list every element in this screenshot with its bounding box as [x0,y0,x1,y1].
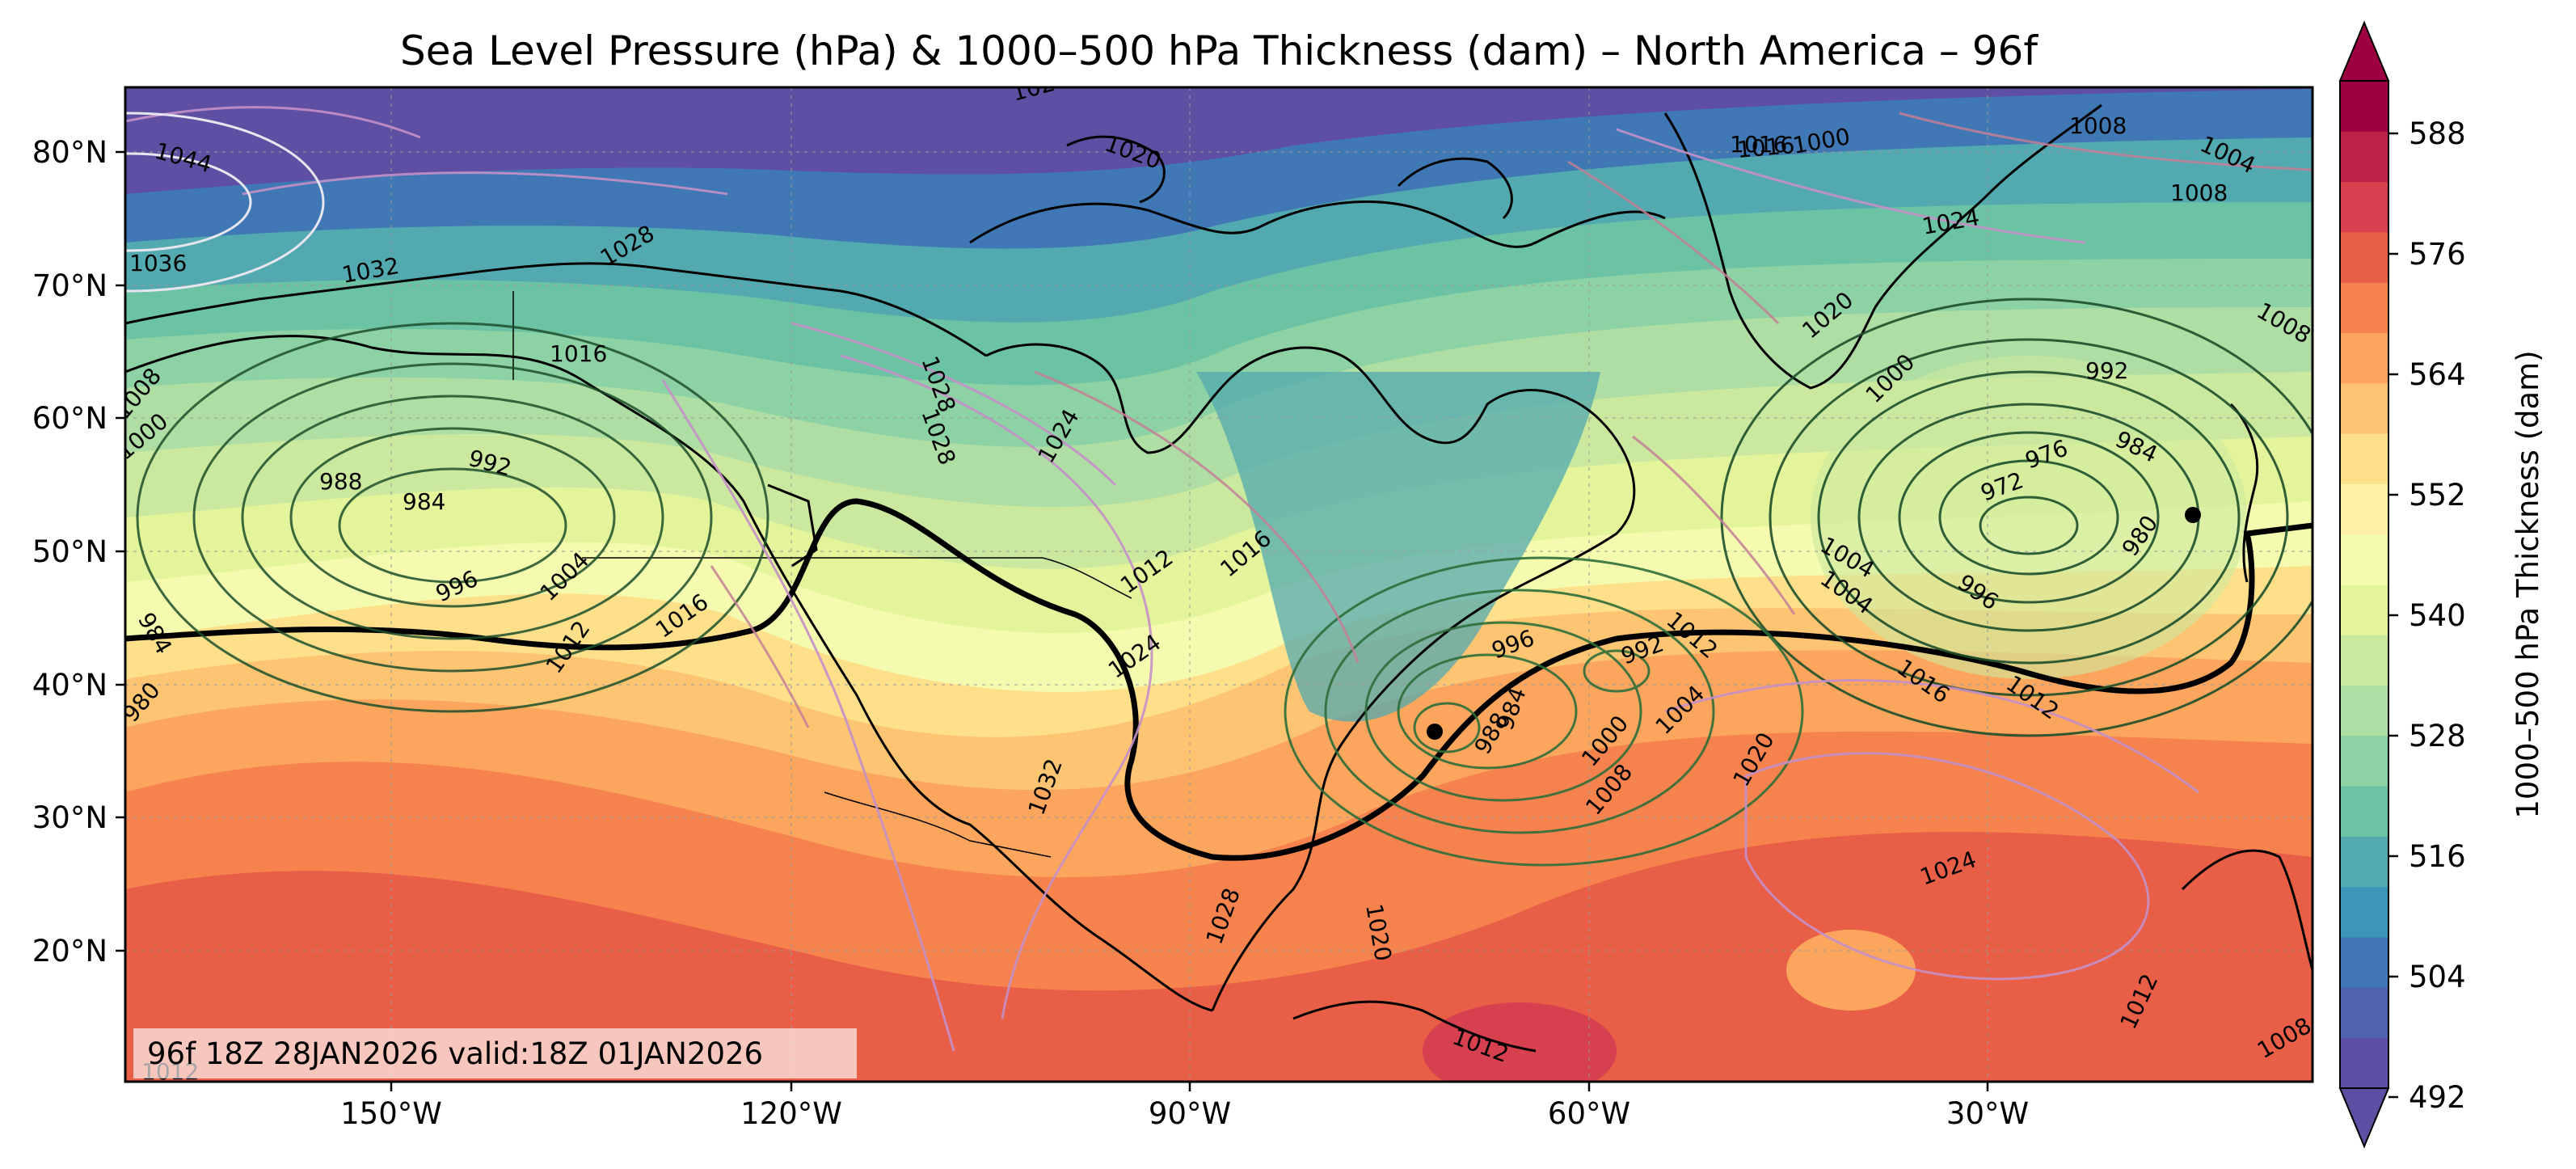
lon-axis: 150°W 120°W 90°W 60°W 30°W [340,1082,2029,1131]
lat-tick-label: 60°N [32,401,108,436]
colorbar-tick-label: 492 [2409,1080,2466,1115]
colorbar-segment [2340,584,2388,635]
colorbar-under-arrow [2338,1087,2390,1149]
svg-text:1008: 1008 [2170,179,2228,206]
colorbar: 588 576 564 552 540 528 516 504 492 1000… [2338,20,2545,1149]
svg-text:1016: 1016 [1736,132,1796,163]
colorbar-segment [2340,231,2388,283]
atlantic-low-shade [1811,356,2247,679]
map-frame [124,86,2314,1083]
low-center-marker [2185,507,2201,523]
lat-tick-label: 70°N [32,268,108,303]
svg-text:992: 992 [2085,357,2128,384]
isobars-low-pacific [136,322,769,713]
warm-spot [1423,1002,1617,1082]
colorbar-tick-label: 552 [2409,478,2466,513]
lat-tick-label: 40°N [32,668,108,703]
lon-tick-label: 120°W [740,1096,842,1131]
colorbar-segment [2340,332,2388,384]
colorbar-segment [2340,181,2388,233]
graticule [125,87,2312,1082]
colorbar-tick-label: 576 [2409,237,2466,272]
colorbar-segments [2340,81,2388,1089]
lon-tick-label: 60°W [1548,1096,1630,1131]
lat-tick-label: 30°N [32,800,108,835]
colorbar-segment [2340,131,2388,183]
colorbar-tick-label: 540 [2409,598,2466,633]
colorbar-segment [2340,836,2388,888]
colorbar-segment [2340,635,2388,686]
colorbar-tick-label: 564 [2409,357,2466,392]
map-title: Sea Level Pressure (hPa) & 1000–500 hPa … [400,27,2038,74]
colorbar-tick-label: 516 [2409,839,2466,874]
lat-axis: 80°N 70°N 60°N 50°N 40°N 30°N 20°N [32,135,125,969]
warm-spot-2 [1786,930,1916,1011]
svg-text:988: 988 [319,468,362,495]
svg-text:1016: 1016 [550,340,607,367]
colorbar-segment [2340,786,2388,837]
colorbar-segment [2340,433,2388,484]
colorbar-segment [2340,483,2388,535]
political-borders [512,291,1132,858]
isobars-low-coastal [1284,556,1804,867]
lat-tick-label: 80°N [32,135,108,170]
lon-tick-label: 30°W [1946,1096,2029,1131]
isobars-mid [710,112,2312,728]
colorbar-ticks [2388,132,2398,1099]
lon-tick-label: 90°W [1149,1096,1231,1131]
svg-text:1036: 1036 [129,250,187,276]
colorbar-segment [2340,81,2388,132]
svg-text:1016: 1016 [1730,131,1787,158]
colorbar-segment [2340,937,2388,988]
colorbar-frame [2339,80,2389,1089]
colorbar-segment [2340,987,2388,1039]
colorbar-segment [2340,282,2388,333]
run-stamp: 96f 18Z 28JAN2026 valid:18Z 01JAN2026 [133,1028,857,1078]
colorbar-segment [2340,1037,2388,1089]
thickness-band-492 [125,87,2312,194]
isobars-high-north [125,112,325,293]
svg-text:984: 984 [403,488,445,515]
svg-text:1008: 1008 [2069,112,2127,139]
colorbar-label: 1000–500 hPa Thickness (dam) [2511,350,2545,818]
colorbar-segment [2340,382,2388,434]
colorbar-segment [2340,685,2388,736]
thickness-540-contour [125,498,2312,861]
lat-tick-label: 50°N [32,534,108,569]
colorbar-tick-label: 528 [2409,719,2466,753]
map-area: 1044 1036 1032 1028 1024 1028 1016 1020 … [125,87,2312,1082]
colorbar-segment [2340,886,2388,938]
cold-wedge [1196,372,1600,722]
isobars-high [125,106,2199,1052]
colorbar-segment [2340,534,2388,585]
colorbar-over-arrow [2338,20,2390,82]
low-center-marker-2 [1427,724,1443,740]
lon-tick-label: 150°W [340,1096,442,1131]
lat-tick-label: 20°N [32,934,108,969]
colorbar-tick-label: 504 [2409,960,2466,994]
colorbar-tick-label: 588 [2409,116,2466,151]
colorbar-segment [2340,735,2388,787]
run-stamp-text: 96f 18Z 28JAN2026 valid:18Z 01JAN2026 [147,1036,763,1071]
